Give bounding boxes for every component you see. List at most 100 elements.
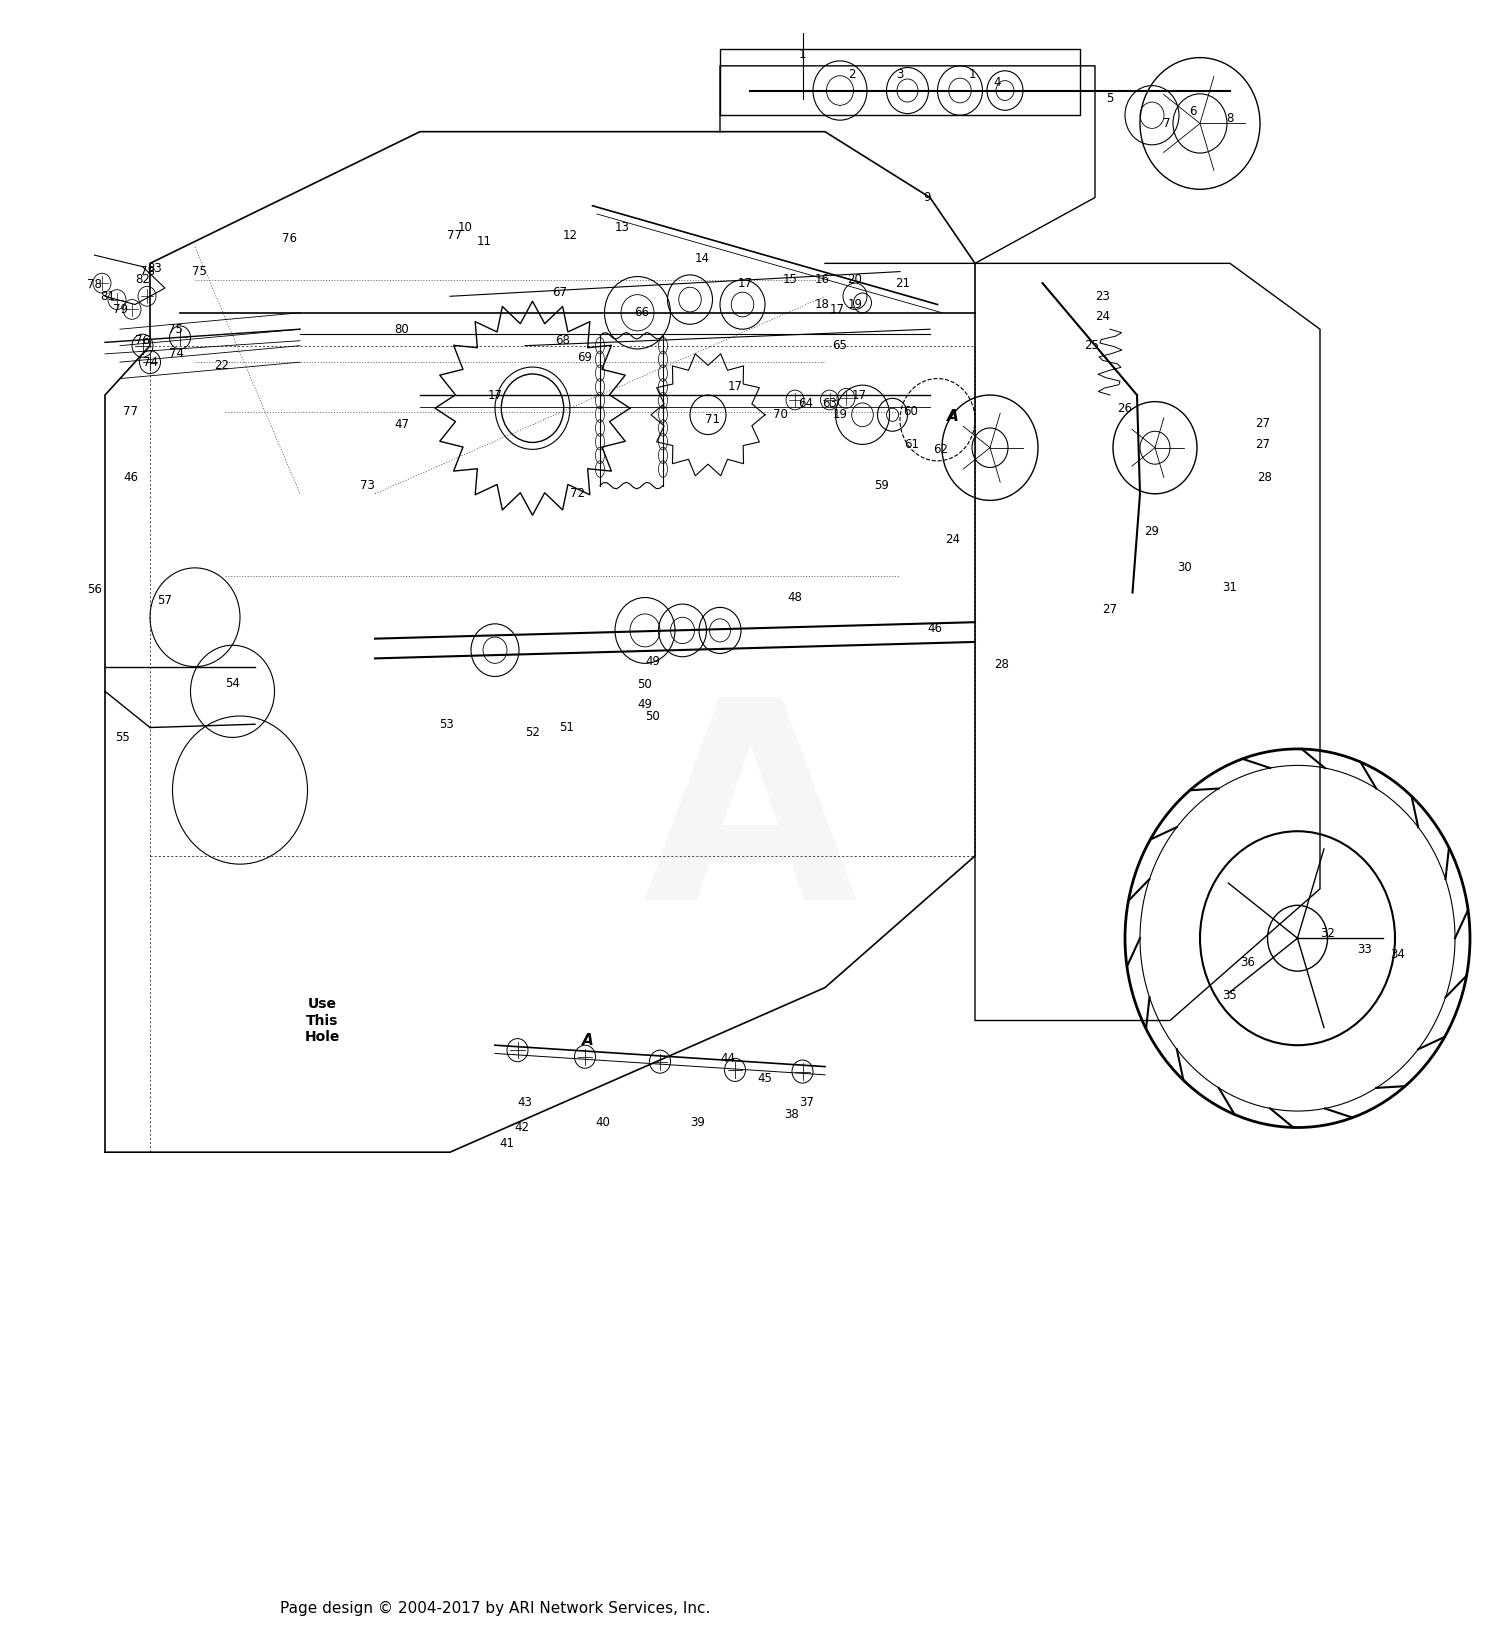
Text: 69: 69: [578, 351, 592, 364]
Text: 68: 68: [555, 334, 570, 347]
Text: 37: 37: [800, 1096, 814, 1109]
Text: 74: 74: [142, 356, 158, 369]
Text: 71: 71: [705, 413, 720, 426]
Text: Page design © 2004-2017 by ARI Network Services, Inc.: Page design © 2004-2017 by ARI Network S…: [280, 1602, 710, 1616]
Text: 6: 6: [1188, 105, 1197, 119]
Text: 64: 64: [798, 397, 813, 410]
Text: 59: 59: [874, 479, 890, 492]
Text: 22: 22: [214, 359, 230, 372]
Text: 47: 47: [394, 418, 410, 431]
Text: 73: 73: [360, 479, 375, 492]
Text: 67: 67: [552, 286, 567, 300]
Text: 27: 27: [1256, 416, 1270, 430]
Text: 23: 23: [1095, 290, 1110, 303]
Text: 49: 49: [645, 655, 660, 668]
Text: 77: 77: [123, 405, 138, 418]
Text: 9: 9: [922, 191, 930, 204]
Text: 3: 3: [897, 67, 903, 81]
Text: 52: 52: [525, 726, 540, 739]
Text: 17: 17: [738, 277, 753, 290]
Text: 46: 46: [927, 622, 942, 635]
Text: 56: 56: [87, 583, 102, 596]
Text: 54: 54: [225, 677, 240, 690]
Text: 15: 15: [783, 273, 798, 286]
Text: 45: 45: [758, 1072, 772, 1085]
Text: A: A: [582, 1032, 594, 1049]
Text: A: A: [946, 408, 958, 425]
Text: 83: 83: [147, 262, 162, 275]
Text: 33: 33: [1358, 943, 1372, 956]
Text: 42: 42: [514, 1121, 529, 1134]
Text: 75: 75: [168, 323, 183, 336]
Text: 82: 82: [135, 273, 150, 286]
Text: 31: 31: [1222, 581, 1238, 594]
Text: 46: 46: [123, 471, 138, 484]
Text: 62: 62: [933, 443, 948, 456]
Text: 28: 28: [994, 658, 1010, 672]
Text: 32: 32: [1320, 927, 1335, 940]
Text: 26: 26: [1118, 402, 1132, 415]
Text: 76: 76: [135, 334, 150, 347]
Text: 12: 12: [562, 229, 578, 242]
Text: 16: 16: [815, 273, 830, 286]
Text: 79: 79: [112, 303, 128, 316]
Text: 76: 76: [282, 232, 297, 245]
Text: 19: 19: [847, 298, 862, 311]
Text: 81: 81: [100, 290, 116, 303]
Text: 36: 36: [1240, 956, 1256, 969]
Text: 29: 29: [1144, 525, 1160, 538]
Text: 66: 66: [634, 306, 650, 319]
Text: A: A: [642, 688, 858, 958]
Text: 78: 78: [140, 265, 154, 278]
Text: 20: 20: [847, 273, 862, 286]
Text: 17: 17: [488, 388, 502, 402]
Text: 75: 75: [192, 265, 207, 278]
Text: 14: 14: [694, 252, 709, 265]
Text: 4: 4: [993, 76, 1002, 89]
Text: 11: 11: [477, 235, 492, 249]
Text: 25: 25: [1084, 339, 1100, 352]
Text: Use
This
Hole: Use This Hole: [304, 997, 340, 1044]
Text: 55: 55: [116, 731, 130, 744]
Text: 10: 10: [458, 221, 472, 234]
Text: 18: 18: [815, 298, 830, 311]
Text: 50: 50: [638, 678, 652, 691]
Text: 5: 5: [1107, 92, 1113, 105]
Text: 63: 63: [822, 397, 837, 410]
Text: 1: 1: [798, 48, 807, 61]
Text: 70: 70: [772, 408, 788, 421]
Text: 40: 40: [596, 1116, 610, 1129]
Text: 7: 7: [1164, 117, 1170, 130]
Text: 24: 24: [945, 533, 960, 546]
Text: 44: 44: [720, 1052, 735, 1065]
Text: 38: 38: [784, 1108, 800, 1121]
Text: 30: 30: [1178, 561, 1192, 574]
Text: 34: 34: [1390, 948, 1406, 961]
Text: 13: 13: [615, 221, 630, 234]
Text: 24: 24: [1095, 309, 1110, 323]
Text: 61: 61: [904, 438, 920, 451]
Text: 35: 35: [1222, 989, 1238, 1002]
Text: 43: 43: [518, 1096, 532, 1109]
Text: 60: 60: [903, 405, 918, 418]
Text: 17: 17: [830, 303, 844, 316]
Text: 8: 8: [1227, 112, 1233, 125]
Text: 65: 65: [833, 339, 848, 352]
Text: 74: 74: [170, 347, 184, 360]
Text: 17: 17: [728, 380, 742, 393]
Text: 72: 72: [570, 487, 585, 500]
Text: 48: 48: [788, 591, 802, 604]
Text: 51: 51: [560, 721, 574, 734]
Text: 39: 39: [690, 1116, 705, 1129]
Text: 49: 49: [638, 698, 652, 711]
Text: 1: 1: [969, 67, 975, 81]
Text: 41: 41: [500, 1137, 514, 1151]
Text: 27: 27: [1102, 602, 1118, 616]
Text: 27: 27: [1256, 438, 1270, 451]
Text: 28: 28: [1257, 471, 1272, 484]
Text: 19: 19: [833, 408, 848, 421]
Text: 53: 53: [440, 718, 454, 731]
Text: 17: 17: [852, 388, 867, 402]
Text: 2: 2: [847, 67, 855, 81]
Text: 50: 50: [645, 709, 660, 723]
